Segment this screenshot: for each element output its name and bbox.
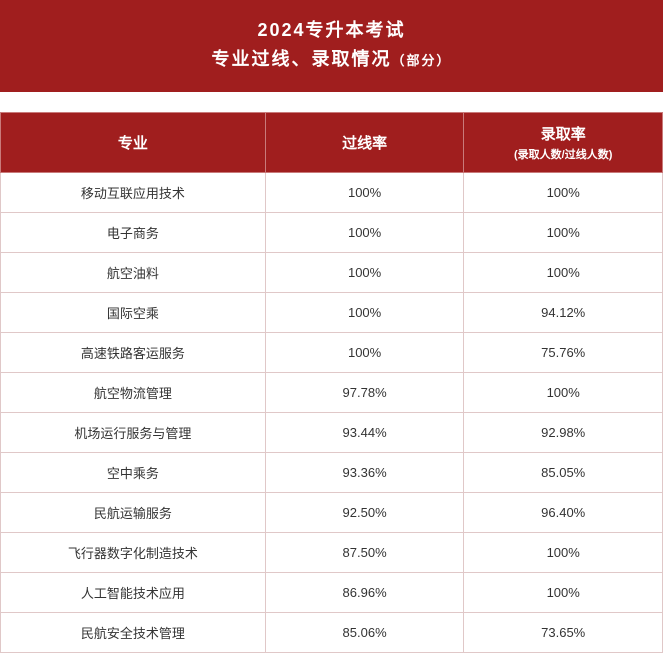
cell-admit: 100% bbox=[464, 532, 663, 572]
cell-pass: 100% bbox=[265, 252, 464, 292]
table-row: 高速铁路客运服务100%75.76% bbox=[1, 332, 663, 372]
cell-pass: 100% bbox=[265, 212, 464, 252]
table-row: 飞行器数字化制造技术87.50%100% bbox=[1, 532, 663, 572]
cell-admit: 100% bbox=[464, 212, 663, 252]
table-header: 专业 过线率 录取率 (录取人数/过线人数) bbox=[1, 112, 663, 172]
cell-pass: 100% bbox=[265, 332, 464, 372]
cell-major: 民航运输服务 bbox=[1, 492, 266, 532]
cell-admit: 92.98% bbox=[464, 412, 663, 452]
cell-pass: 93.44% bbox=[265, 412, 464, 452]
col-header-pass: 过线率 bbox=[265, 112, 464, 172]
cell-admit: 100% bbox=[464, 172, 663, 212]
cell-admit: 75.76% bbox=[464, 332, 663, 372]
cell-pass: 87.50% bbox=[265, 532, 464, 572]
table-row: 移动互联应用技术100%100% bbox=[1, 172, 663, 212]
table-row: 空中乘务93.36%85.05% bbox=[1, 452, 663, 492]
cell-admit: 94.12% bbox=[464, 292, 663, 332]
header-row: 专业 过线率 录取率 (录取人数/过线人数) bbox=[1, 112, 663, 172]
spacer bbox=[0, 92, 663, 112]
header-subtitle: 专业过线、录取情况（部分） bbox=[0, 45, 663, 74]
col-header-admit-sub: (录取人数/过线人数) bbox=[470, 146, 656, 162]
col-header-pass-label: 过线率 bbox=[342, 135, 387, 152]
table-row: 民航运输服务92.50%96.40% bbox=[1, 492, 663, 532]
cell-admit: 85.05% bbox=[464, 452, 663, 492]
cell-pass: 86.96% bbox=[265, 572, 464, 612]
data-table: 专业 过线率 录取率 (录取人数/过线人数) 移动互联应用技术100%100%电… bbox=[0, 112, 663, 653]
cell-major: 民航安全技术管理 bbox=[1, 612, 266, 652]
cell-major: 空中乘务 bbox=[1, 452, 266, 492]
table-row: 国际空乘100%94.12% bbox=[1, 292, 663, 332]
header-subtitle-small: （部分） bbox=[391, 53, 451, 68]
cell-major: 航空物流管理 bbox=[1, 372, 266, 412]
col-header-admit: 录取率 (录取人数/过线人数) bbox=[464, 112, 663, 172]
cell-major: 人工智能技术应用 bbox=[1, 572, 266, 612]
cell-admit: 96.40% bbox=[464, 492, 663, 532]
cell-major: 高速铁路客运服务 bbox=[1, 332, 266, 372]
cell-pass: 100% bbox=[265, 292, 464, 332]
header-banner: 2024专升本考试 专业过线、录取情况（部分） bbox=[0, 0, 663, 92]
col-header-major-label: 专业 bbox=[118, 135, 148, 152]
cell-major: 移动互联应用技术 bbox=[1, 172, 266, 212]
col-header-major: 专业 bbox=[1, 112, 266, 172]
cell-pass: 92.50% bbox=[265, 492, 464, 532]
header-subtitle-main: 专业过线、录取情况 bbox=[211, 49, 391, 69]
cell-admit: 100% bbox=[464, 252, 663, 292]
cell-pass: 85.06% bbox=[265, 612, 464, 652]
cell-admit: 100% bbox=[464, 372, 663, 412]
cell-admit: 73.65% bbox=[464, 612, 663, 652]
header-title: 2024专升本考试 bbox=[0, 16, 663, 45]
table-row: 电子商务100%100% bbox=[1, 212, 663, 252]
cell-major: 机场运行服务与管理 bbox=[1, 412, 266, 452]
table-row: 航空油料100%100% bbox=[1, 252, 663, 292]
cell-pass: 97.78% bbox=[265, 372, 464, 412]
table-row: 人工智能技术应用86.96%100% bbox=[1, 572, 663, 612]
cell-admit: 100% bbox=[464, 572, 663, 612]
cell-major: 飞行器数字化制造技术 bbox=[1, 532, 266, 572]
cell-major: 航空油料 bbox=[1, 252, 266, 292]
table-row: 民航安全技术管理85.06%73.65% bbox=[1, 612, 663, 652]
cell-pass: 93.36% bbox=[265, 452, 464, 492]
cell-pass: 100% bbox=[265, 172, 464, 212]
cell-major: 电子商务 bbox=[1, 212, 266, 252]
table-row: 机场运行服务与管理93.44%92.98% bbox=[1, 412, 663, 452]
cell-major: 国际空乘 bbox=[1, 292, 266, 332]
table-body: 移动互联应用技术100%100%电子商务100%100%航空油料100%100%… bbox=[1, 172, 663, 652]
table-row: 航空物流管理97.78%100% bbox=[1, 372, 663, 412]
col-header-admit-label: 录取率 bbox=[541, 126, 586, 143]
